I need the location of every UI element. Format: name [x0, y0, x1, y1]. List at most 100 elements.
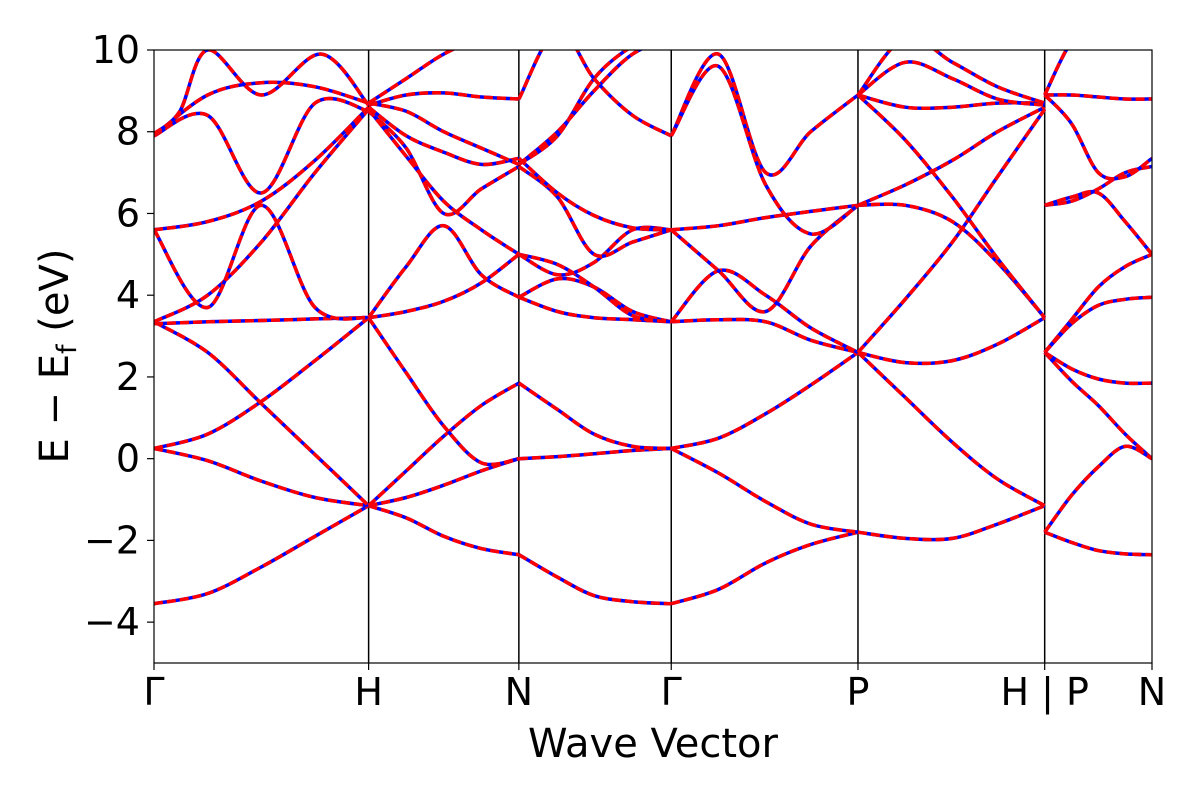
band-line-reference [367, 381, 520, 507]
band-line-overlay [518, 252, 672, 324]
band-line-reference [368, 91, 519, 107]
band-line-reference [518, 276, 672, 324]
band-line-overlay [1044, 164, 1152, 208]
band-curves [154, 50, 1152, 606]
band-line-overlay [154, 315, 369, 326]
band-line-overlay [367, 316, 520, 467]
x-tick-label: H [354, 670, 383, 714]
x-tick-label: Γ [661, 670, 682, 714]
band-line-overlay [1043, 252, 1152, 354]
band-line-reference [856, 60, 1045, 107]
band-line-overlay [368, 252, 520, 320]
band-line-overlay [857, 202, 1047, 319]
band-line-overlay [669, 52, 860, 177]
band-line-overlay [670, 350, 859, 451]
band-line-overlay [671, 203, 859, 232]
band-line-overlay [367, 108, 520, 256]
band-line-overlay [857, 105, 1046, 207]
band-line-overlay [368, 504, 520, 557]
band-line-overlay [154, 80, 370, 138]
band-line-overlay [367, 110, 520, 217]
y-tick-label: 8 [116, 110, 140, 154]
band-line-overlay [670, 446, 859, 534]
y-axis-label-main: E − E [32, 354, 78, 464]
band-line-overlay [368, 457, 520, 508]
band-line-overlay [154, 446, 369, 508]
band-line-overlay [671, 317, 859, 355]
band-line-overlay [154, 504, 370, 606]
band-line-overlay [517, 157, 672, 232]
x-axis-label: Wave Vector [528, 721, 779, 767]
band-line-overlay [1043, 50, 1069, 96]
band-line-overlay [367, 223, 520, 319]
band-line-overlay [154, 96, 370, 195]
band-line-reference [1043, 93, 1152, 181]
band-line-overlay [1044, 530, 1152, 557]
plot-frame [153, 49, 1153, 664]
y-axis-label: E − Ef (eV) [32, 249, 83, 464]
band-line-overlay [856, 93, 1047, 319]
band-line-overlay [518, 225, 672, 277]
x-tick-label: H | P [1000, 670, 1088, 715]
band-line-reference [670, 350, 859, 451]
band-line-overlay [517, 50, 630, 166]
band-line-overlay [154, 50, 370, 136]
x-tick-label: Γ [143, 670, 164, 714]
high-symmetry-lines [367, 50, 1046, 663]
band-line-overlay [1043, 444, 1152, 534]
band-line-overlay [154, 320, 370, 507]
band-line-overlay [1043, 93, 1152, 181]
band-line-reference [154, 320, 370, 507]
x-tick-label: N [1138, 670, 1166, 714]
band-line-reference [1043, 444, 1152, 534]
band-line-reference [517, 157, 672, 232]
band-line-overlay [518, 295, 672, 324]
band-line-reference [367, 316, 520, 467]
band-line-reference [856, 351, 1046, 508]
band-line-overlay [517, 381, 672, 451]
y-tick-label: 2 [116, 355, 140, 399]
x-axis-ticks: Γ H N Γ P H | P N [143, 663, 1166, 715]
band-line-overlay [1043, 350, 1152, 386]
band-line-overlay [670, 203, 860, 314]
band-line-overlay [518, 553, 672, 606]
band-line-reference [154, 203, 369, 321]
band-line-overlay [368, 101, 520, 167]
y-tick-label: −4 [84, 600, 140, 644]
y-tick-label: 4 [116, 273, 140, 317]
band-line-overlay [518, 446, 672, 461]
x-tick-label: P [847, 670, 870, 714]
band-line-overlay [154, 105, 370, 232]
band-line-overlay [670, 530, 859, 606]
band-line-overlay [1044, 189, 1152, 256]
band-line-reference [1043, 351, 1152, 460]
y-axis-ticks: −4 −2 0 2 4 6 8 10 [84, 28, 154, 644]
band-line-overlay [367, 381, 520, 507]
band-line-overlay [856, 108, 1047, 354]
band-line-overlay [857, 504, 1046, 542]
band-line-reference [154, 504, 370, 606]
band-line-reference [1043, 252, 1152, 354]
band-line-reference [857, 316, 1046, 366]
y-tick-label: −2 [84, 518, 140, 562]
band-line-overlay [856, 60, 1045, 107]
band-line-overlay [517, 50, 673, 138]
band-line-overlay [1043, 295, 1152, 354]
band-line-reference [856, 108, 1047, 354]
band-line-overlay [1044, 93, 1152, 101]
band-line-overlay [857, 316, 1046, 366]
band-line-overlay [154, 203, 369, 321]
band-line-overlay [1043, 351, 1152, 460]
band-line-overlay [517, 50, 644, 166]
band-line-reference [368, 504, 520, 557]
y-tick-label: 0 [116, 437, 140, 481]
band-line-overlay [367, 105, 520, 167]
band-line-reference [517, 381, 672, 451]
band-line-reference [518, 446, 672, 461]
band-line-overlay [517, 165, 672, 258]
band-line-overlay [367, 50, 456, 105]
band-line-overlay [669, 64, 860, 236]
band-line-reference [517, 50, 673, 138]
band-line-reference [670, 530, 859, 606]
